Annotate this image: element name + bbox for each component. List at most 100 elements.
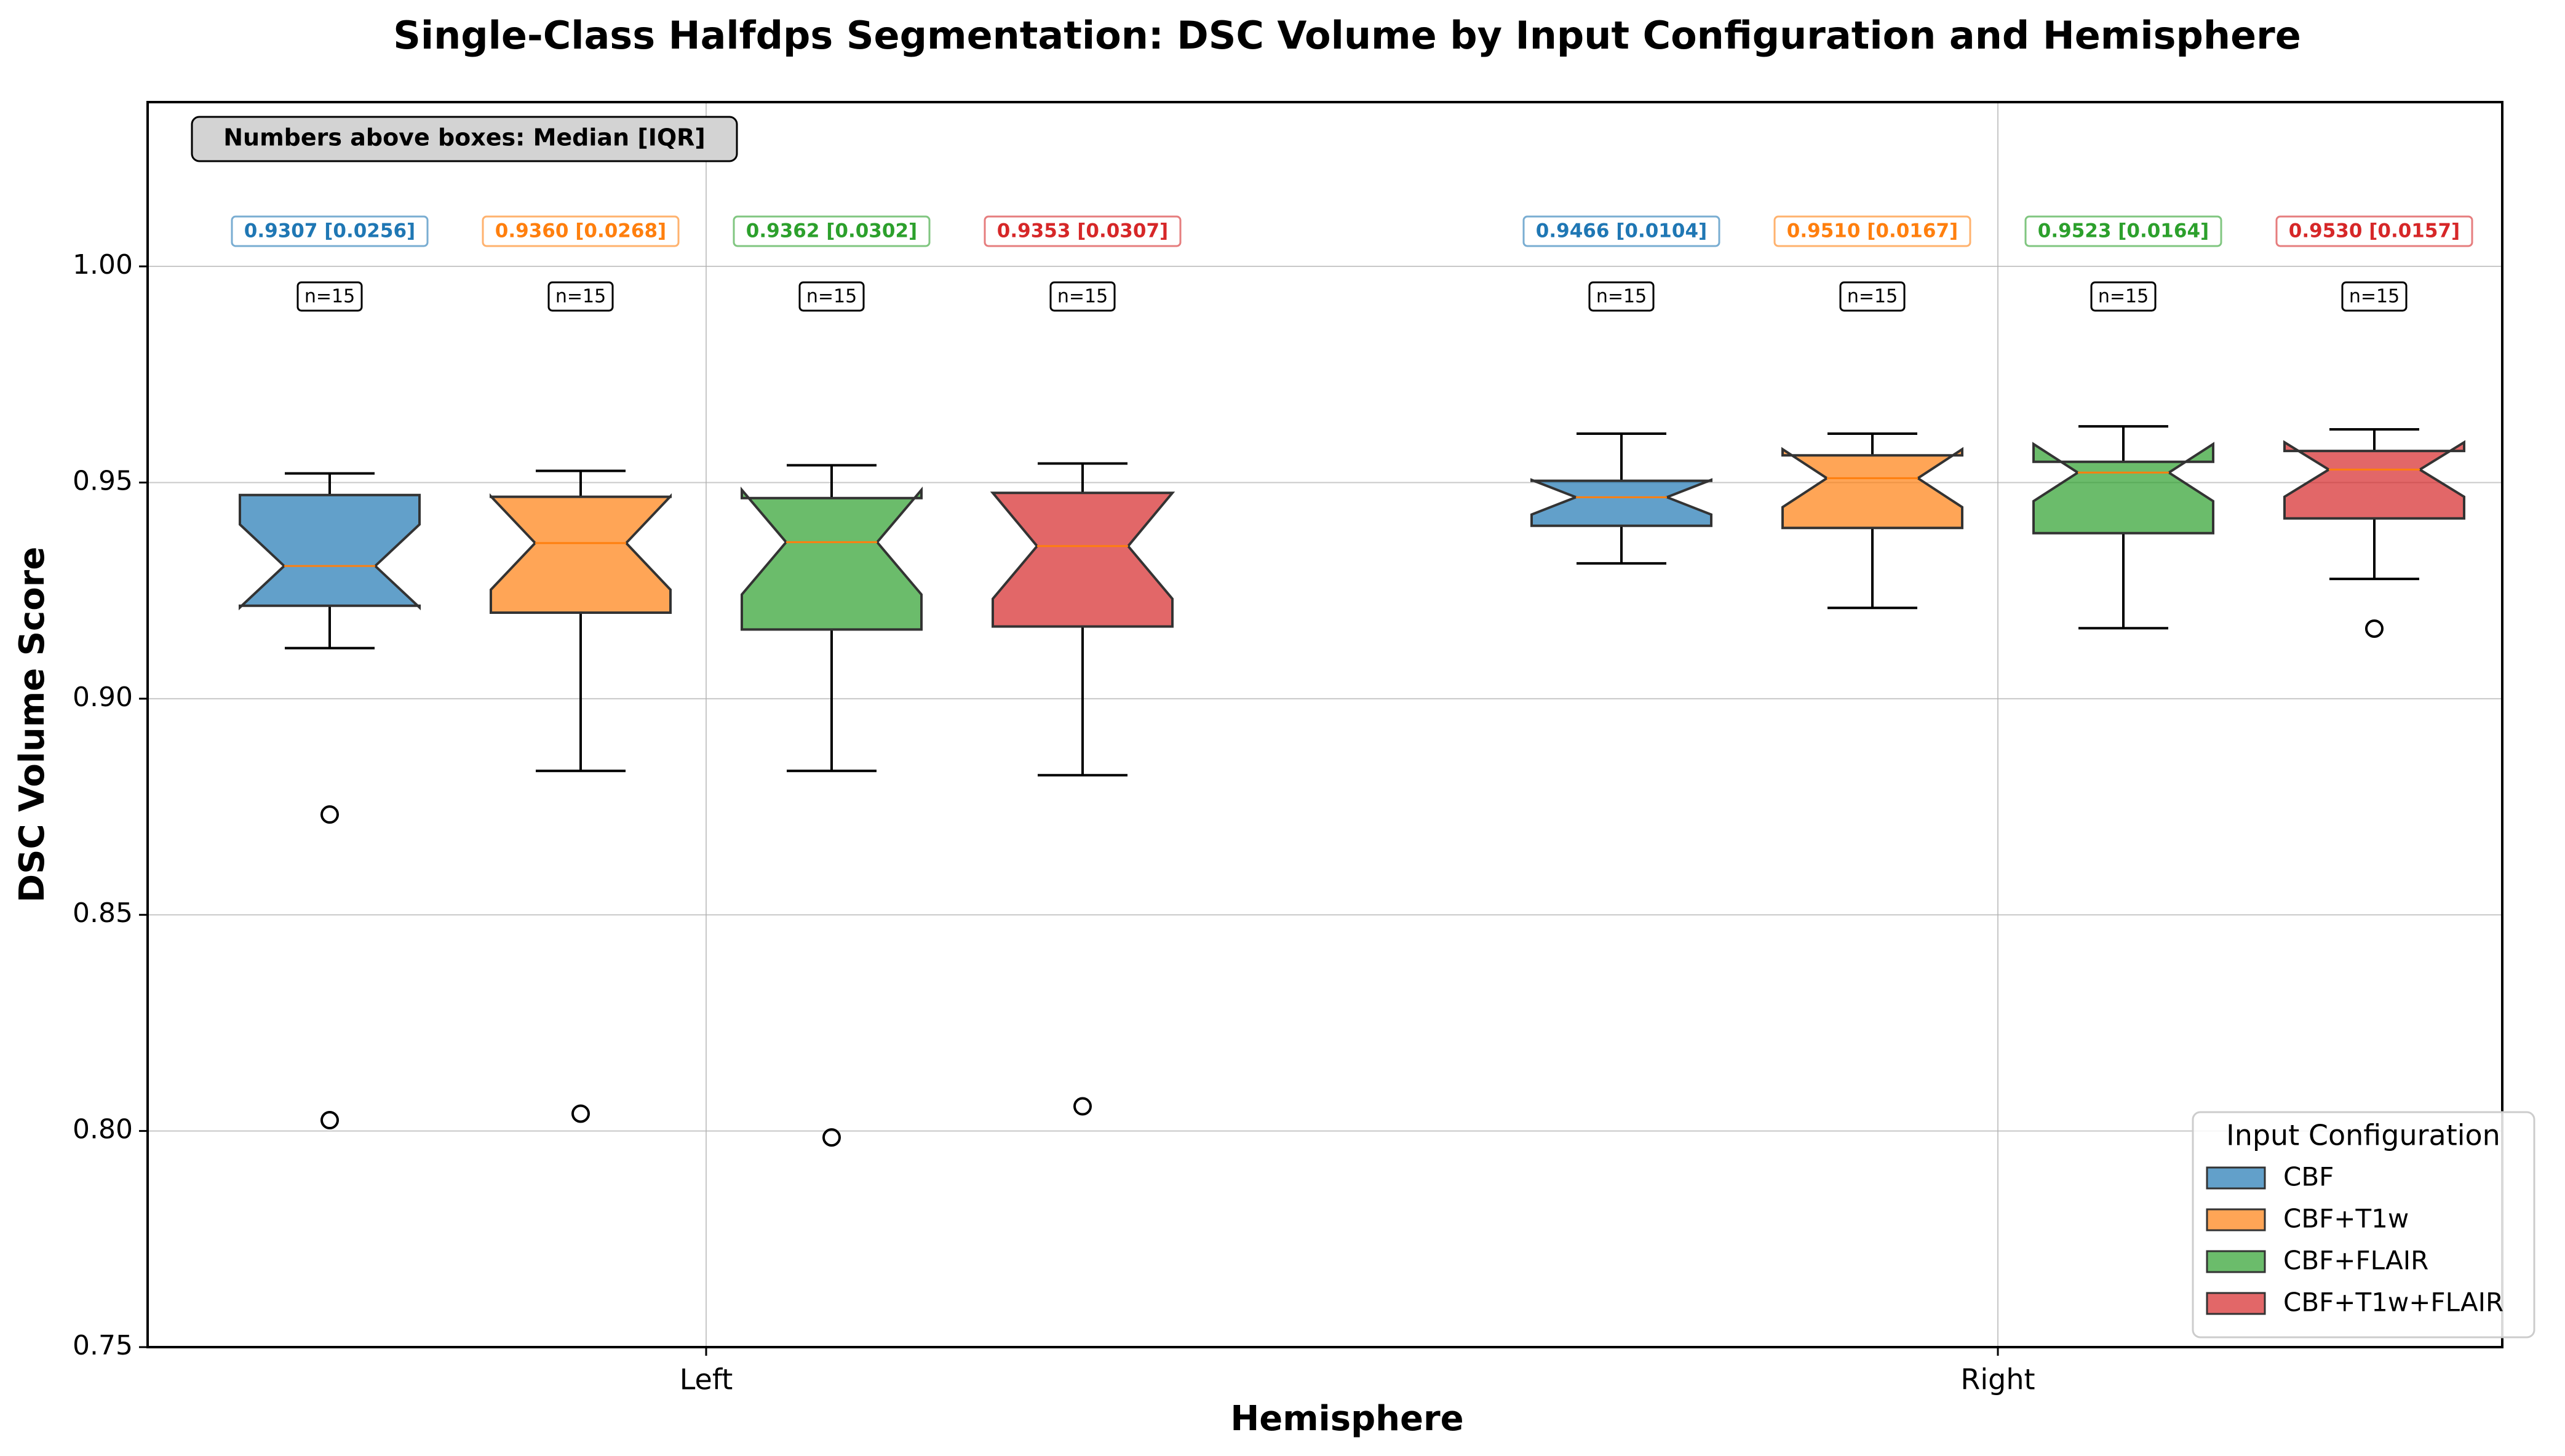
sample-size-label: n=15 (547, 281, 614, 312)
sample-size-label: n=15 (1588, 281, 1655, 312)
median-iqr-label-text: 0.9360 [0.0268] (495, 220, 666, 242)
notched-box (2283, 440, 2465, 520)
median-iqr-label-box (733, 215, 931, 247)
median-iqr-label: 0.9530 [0.0157] (2275, 215, 2473, 247)
median-iqr-label: 0.9362 [0.0302] (733, 215, 931, 247)
legend-label: CBF+T1w+FLAIR (2283, 1287, 2503, 1318)
legend-label: CBF (2283, 1162, 2334, 1192)
sample-size-label-box (1049, 281, 1116, 312)
notched-box (990, 491, 1175, 628)
y-tick-label: 0.95 (73, 465, 133, 496)
notched-box (239, 493, 421, 611)
median-iqr-label: 0.9466 [0.0104] (1522, 215, 1720, 247)
median-iqr-label-text: 0.9523 [0.0164] (2038, 220, 2209, 242)
median-iqr-label: 0.9523 [0.0164] (2024, 215, 2222, 247)
median-iqr-label-box (482, 215, 680, 247)
median-iqr-label: 0.9510 [0.0167] (1773, 215, 1971, 247)
median-iqr-label-box (1773, 215, 1971, 247)
sample-size-label: n=15 (1839, 281, 1906, 312)
annotation-note-text: Numbers above boxes: Median [IQR] (223, 124, 706, 151)
legend-swatch (2206, 1292, 2266, 1315)
box-cbf-t1w-left (490, 469, 672, 1123)
median-iqr-label-text: 0.9307 [0.0256] (244, 220, 415, 242)
median-iqr-label-box (231, 215, 429, 247)
legend-items: CBF CBF+T1w CBF+FLAIR CBF+T1w+FLAIR (2206, 1162, 2503, 1318)
sample-size-label-box (1839, 281, 1906, 312)
box-cbf-right (1530, 432, 1712, 565)
box-cbf-flair-right (2032, 425, 2214, 630)
legend-item: CBF (2206, 1162, 2334, 1192)
box-groups (239, 425, 2465, 1147)
legend-item: CBF+FLAIR (2206, 1246, 2428, 1276)
sample-size-label-text: n=15 (2349, 286, 2400, 308)
median-iqr-label-text: 0.9510 [0.0167] (1787, 220, 1958, 242)
sample-size-label: n=15 (2341, 281, 2408, 312)
sample-size-label-text: n=15 (806, 286, 857, 308)
legend-label: CBF+FLAIR (2283, 1246, 2428, 1276)
sample-size-label-text: n=15 (2098, 286, 2149, 308)
box-cbf-t1w-flair-right (2283, 428, 2465, 638)
notched-box (741, 486, 923, 631)
median-iqr-label: 0.9360 [0.0268] (482, 215, 680, 247)
median-iqr-label: 0.9307 [0.0256] (231, 215, 429, 247)
median-iqr-labels: 0.9307 [0.0256] n=15 0.9466 [0.0104] n=15 0.… (231, 215, 2473, 312)
chart-title: Single-Class Halfdps Segmentation: DSC V… (393, 13, 2301, 58)
annotation-note-background (191, 116, 738, 162)
sample-size-label-box (1588, 281, 1655, 312)
legend-swatch (2206, 1250, 2266, 1273)
median-iqr-label-box (2275, 215, 2473, 247)
legend-swatch (2206, 1166, 2266, 1190)
median-iqr-label-text: 0.9362 [0.0302] (746, 220, 917, 242)
legend-title: Input Configuration (2226, 1119, 2500, 1152)
x-axis-ticks: Left Right (680, 1347, 2035, 1396)
outlier-point (320, 805, 339, 824)
notched-box (490, 493, 672, 614)
legend-label: CBF+T1w (2283, 1204, 2409, 1234)
y-axis-ticks: 0.75 0.80 0.85 0.90 0.95 1.00 (73, 249, 148, 1361)
notched-box (1530, 478, 1712, 527)
y-tick-label: 1.00 (73, 249, 133, 280)
box-cbf-left (239, 472, 421, 1130)
y-tick-label: 0.90 (73, 682, 133, 713)
box-cbf-t1w-right (1781, 432, 1963, 610)
box-cbf-t1w-flair-left (990, 462, 1175, 1116)
legend-swatch (2206, 1208, 2266, 1231)
sample-size-label-box (798, 281, 865, 312)
outlier-point (822, 1128, 841, 1147)
x-axis-label: Hemisphere (1230, 1399, 1463, 1439)
sample-size-label-box (547, 281, 614, 312)
y-tick-label: 0.85 (73, 897, 133, 929)
sample-size-label: n=15 (1049, 281, 1116, 312)
median-iqr-label-text: 0.9530 [0.0157] (2289, 220, 2460, 242)
sample-size-label-text: n=15 (1057, 286, 1108, 308)
sample-size-label-text: n=15 (1596, 286, 1647, 308)
sample-size-label-box (2090, 281, 2157, 312)
sample-size-label: n=15 (296, 281, 363, 312)
y-tick-label: 0.80 (73, 1114, 133, 1145)
box-cbf-flair-left (741, 464, 923, 1147)
median-iqr-label-text: 0.9466 [0.0104] (1536, 220, 1707, 242)
sample-size-label: n=15 (798, 281, 865, 312)
plot-frame (146, 101, 2503, 1348)
median-iqr-label-box (1522, 215, 1720, 247)
outlier-point (320, 1111, 339, 1130)
sample-size-label-text: n=15 (555, 286, 606, 308)
x-tick-label: Left (680, 1363, 733, 1396)
legend: Input Configuration CBFCBF+T1wCBF+FLAIRC… (2192, 1111, 2535, 1339)
median-iqr-label-text: 0.9353 [0.0307] (997, 220, 1168, 242)
median-iqr-label-box (984, 215, 1182, 247)
outlier-point (571, 1104, 590, 1123)
sample-size-label: n=15 (2090, 281, 2157, 312)
outlier-point (2365, 619, 2384, 638)
notched-box (1781, 447, 1963, 530)
median-iqr-label: 0.9353 [0.0307] (984, 215, 1182, 247)
sample-size-label-box (2341, 281, 2408, 312)
sample-size-label-text: n=15 (304, 286, 355, 308)
y-axis-label: DSC Volume Score (12, 547, 52, 903)
y-tick-label: 0.75 (73, 1330, 133, 1361)
legend-frame (2192, 1111, 2535, 1339)
outlier-point (1073, 1097, 1092, 1116)
legend-item: CBF+T1w+FLAIR (2206, 1287, 2503, 1318)
legend-item: CBF+T1w (2206, 1204, 2409, 1234)
